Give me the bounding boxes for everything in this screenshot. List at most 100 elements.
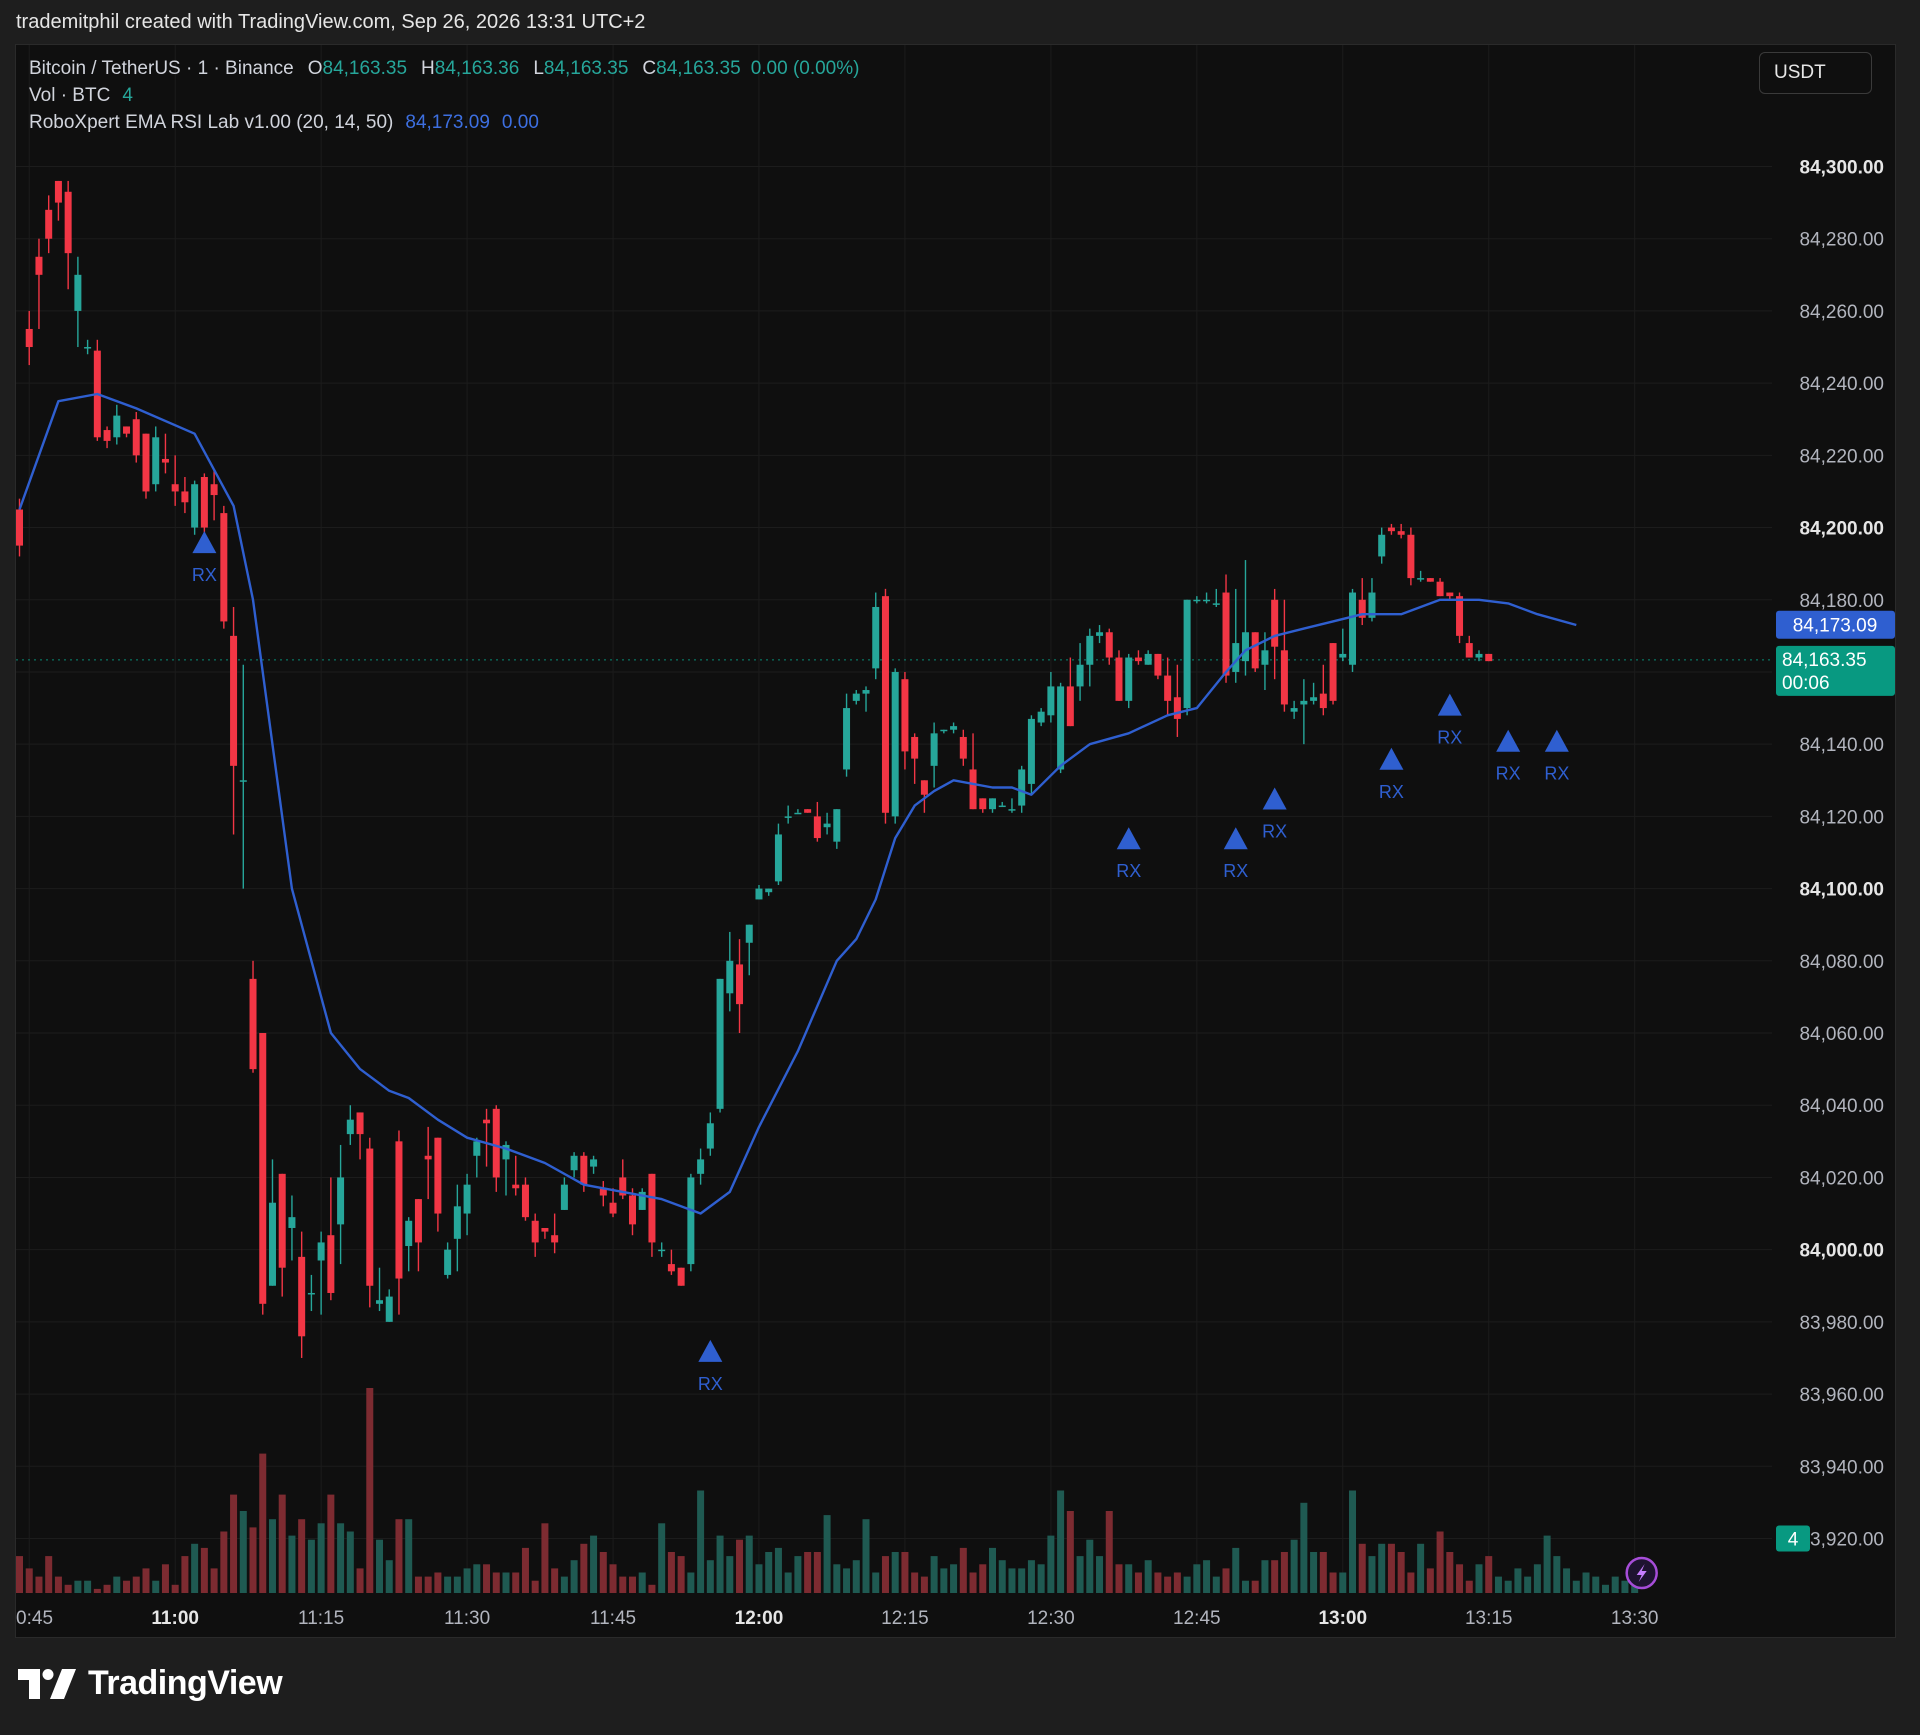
volume-bar <box>677 1556 685 1593</box>
volume-bar <box>979 1564 987 1593</box>
candle-body <box>1164 675 1172 701</box>
candle-body <box>1037 711 1045 723</box>
symbol-label[interactable]: Bitcoin / TetherUS · 1 · Binance <box>29 58 294 79</box>
candle-body <box>1212 603 1220 605</box>
volume-bar <box>736 1539 744 1593</box>
volume-bar <box>930 1556 938 1593</box>
volume-bar <box>745 1535 753 1593</box>
volume-bar <box>1125 1564 1133 1593</box>
volume-bar <box>755 1564 763 1593</box>
volume-bar <box>1134 1572 1142 1593</box>
rx-signal-marker <box>1116 827 1141 850</box>
volume-bar <box>1251 1580 1259 1593</box>
volume-bar <box>920 1576 928 1593</box>
last-price-tag <box>1776 645 1895 696</box>
y-axis-label: 84,000.00 <box>1799 1241 1884 1262</box>
volume-label[interactable]: Vol · BTC <box>29 85 111 106</box>
volume-bar <box>376 1539 384 1593</box>
candle-body <box>609 1202 617 1214</box>
x-axis-label: 11:30 <box>444 1608 490 1629</box>
volume-bar <box>220 1531 228 1593</box>
volume-bar <box>1621 1580 1629 1593</box>
candle-body <box>317 1242 325 1261</box>
candle-body <box>706 1123 714 1149</box>
volume-bar <box>1387 1543 1395 1593</box>
volume-bar <box>1553 1556 1561 1593</box>
volume-bar <box>113 1576 121 1593</box>
y-axis-label: 84,140.00 <box>1799 735 1884 756</box>
candle-body <box>45 209 53 239</box>
candle-body <box>74 274 82 311</box>
volume-bar <box>453 1576 461 1593</box>
volume-value: 4 <box>122 85 133 106</box>
candle-body <box>1271 599 1279 647</box>
candle-body <box>191 484 199 528</box>
volume-bar <box>1378 1543 1386 1593</box>
volume-bar <box>463 1568 471 1593</box>
candle-body <box>278 1173 286 1268</box>
volume-bar <box>580 1543 588 1593</box>
y-axis-label: 83,920.00 <box>1799 1529 1884 1550</box>
x-axis-label: 12:45 <box>1173 1608 1221 1629</box>
volume-bar <box>1144 1560 1152 1593</box>
volume-bar <box>774 1547 782 1593</box>
volume-bar <box>356 1568 364 1593</box>
rx-signal-marker <box>1437 693 1462 716</box>
candle-body <box>64 191 72 254</box>
volume-bar <box>64 1584 72 1593</box>
volume-tag-text: 4 <box>1788 1529 1799 1550</box>
candle-body <box>113 415 121 438</box>
y-axis-label: 84,180.00 <box>1799 591 1884 612</box>
indicator-label[interactable]: RoboXpert EMA RSI Lab v1.00 (20, 14, 50) <box>29 112 394 133</box>
rx-signal-marker <box>698 1339 723 1362</box>
candle-body <box>1319 693 1327 709</box>
candle-body <box>1280 650 1288 705</box>
y-axis-label: 83,960.00 <box>1799 1385 1884 1406</box>
candle-body <box>1203 599 1211 602</box>
volume-bar <box>366 1388 374 1593</box>
volume-bar <box>998 1560 1006 1593</box>
candle-body <box>1115 657 1123 701</box>
close-label: C <box>642 58 657 79</box>
currency-button[interactable]: USDT <box>1759 52 1872 94</box>
candle-body <box>327 1235 335 1293</box>
candle-body <box>1154 653 1162 676</box>
volume-bar <box>1358 1543 1366 1593</box>
candle-body <box>1144 653 1152 665</box>
volume-bar <box>385 1560 393 1593</box>
y-axis-label: 83,940.00 <box>1799 1457 1884 1478</box>
volume-bar <box>171 1584 179 1593</box>
candle-body <box>969 769 977 810</box>
candlestick-chart[interactable]: RX RX RX RX RX RX RX RX RX 84,300.00 84,280.00 84,2… <box>16 45 1896 1638</box>
volume-bar <box>726 1556 734 1593</box>
candle-body <box>1193 599 1201 602</box>
candle-body <box>1008 809 1016 811</box>
volume-bar <box>560 1576 568 1593</box>
candle-body <box>989 798 996 810</box>
candle-body <box>1251 632 1259 669</box>
candle-body <box>911 736 919 759</box>
volume-bar <box>1203 1560 1211 1593</box>
volume-bar <box>716 1535 724 1593</box>
x-axis-label: 12:30 <box>1027 1608 1075 1629</box>
volume-bar <box>1349 1490 1357 1593</box>
volume-bar <box>123 1580 131 1593</box>
y-axis-label: 84,120.00 <box>1799 807 1884 828</box>
ema-price-tag <box>1776 610 1895 639</box>
volume-bar <box>1290 1539 1298 1593</box>
candle-body <box>658 1249 666 1252</box>
candle-body <box>872 606 880 669</box>
candle-body <box>1066 686 1074 727</box>
candle-body <box>502 1144 510 1160</box>
volume-bar <box>590 1535 598 1593</box>
volume-bar <box>444 1576 452 1593</box>
tradingview-logo[interactable]: TradingView <box>18 1664 283 1703</box>
volume-bar <box>687 1572 695 1593</box>
candle-body <box>998 805 1006 808</box>
volume-tag <box>1776 1525 1810 1552</box>
candle-body <box>716 978 724 1109</box>
candle-body <box>249 978 257 1070</box>
volume-bar <box>414 1576 422 1593</box>
chart-pane[interactable]: RX RX RX RX RX RX RX RX RX 84,300.00 84,280.00 84,2… <box>15 44 1896 1638</box>
volume-bar <box>405 1519 413 1593</box>
